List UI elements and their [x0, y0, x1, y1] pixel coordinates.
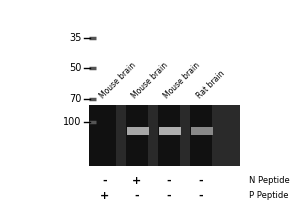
Text: -: -: [135, 191, 139, 200]
Text: N Peptide: N Peptide: [249, 176, 290, 185]
Text: 100: 100: [63, 117, 82, 127]
FancyBboxPatch shape: [127, 127, 149, 135]
Text: Mouse brain: Mouse brain: [163, 61, 202, 100]
FancyBboxPatch shape: [190, 105, 212, 166]
Text: -: -: [167, 176, 171, 186]
Text: Rat brain: Rat brain: [195, 69, 226, 100]
Text: -: -: [167, 191, 171, 200]
Text: Mouse brain: Mouse brain: [130, 61, 170, 100]
Text: Mouse brain: Mouse brain: [98, 61, 138, 100]
Text: 35: 35: [69, 33, 82, 43]
FancyBboxPatch shape: [158, 105, 180, 166]
Text: 50: 50: [69, 63, 82, 73]
FancyBboxPatch shape: [94, 105, 116, 166]
FancyBboxPatch shape: [126, 105, 148, 166]
FancyBboxPatch shape: [89, 105, 96, 166]
Text: -: -: [103, 176, 107, 186]
FancyBboxPatch shape: [159, 127, 181, 135]
FancyBboxPatch shape: [191, 127, 213, 135]
Text: +: +: [132, 176, 142, 186]
Text: +: +: [100, 191, 110, 200]
Text: -: -: [199, 176, 203, 186]
Text: -: -: [199, 191, 203, 200]
Text: 70: 70: [69, 94, 82, 104]
FancyBboxPatch shape: [89, 105, 240, 166]
Text: P Peptide: P Peptide: [249, 191, 289, 200]
